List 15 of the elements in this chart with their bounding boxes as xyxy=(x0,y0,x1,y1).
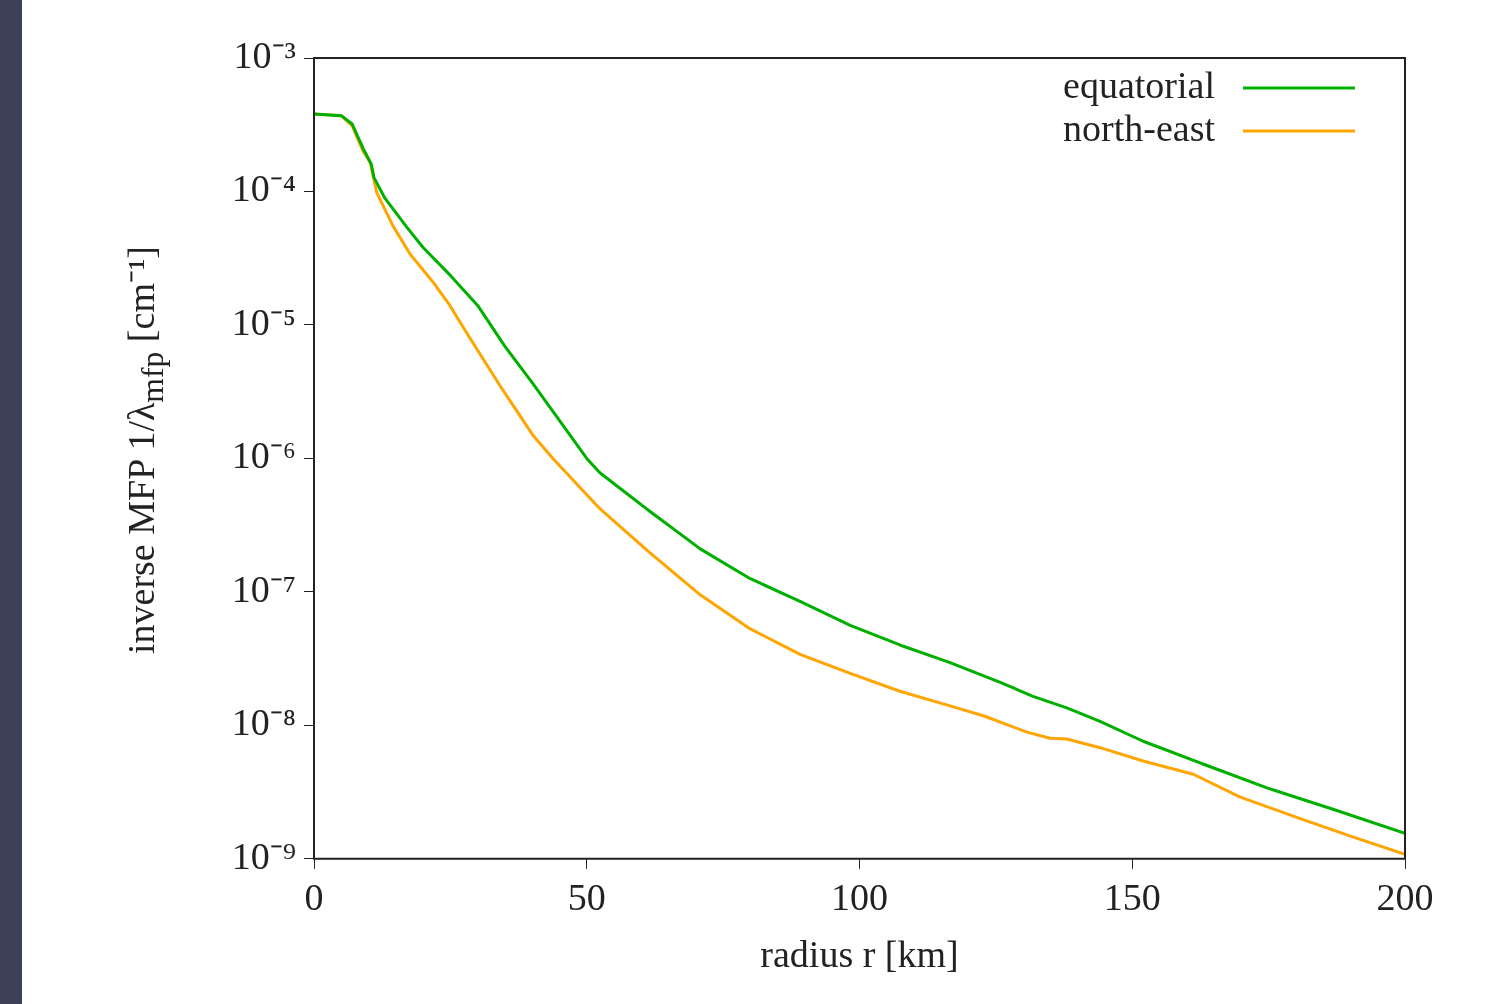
legend-label: equatorial xyxy=(1063,63,1215,106)
x-axis-title: radius r [km] xyxy=(760,933,959,976)
x-tick-label: 150 xyxy=(1103,875,1161,918)
y-tick-label: 10⁻⁷ xyxy=(231,567,296,610)
y-tick-label: 10⁻⁴ xyxy=(231,167,296,210)
x-tick-label: 200 xyxy=(1376,875,1434,918)
y-tick-label: 10⁻⁹ xyxy=(231,834,296,877)
x-tick-label: 0 xyxy=(304,875,324,918)
y-tick-label: 10⁻⁶ xyxy=(231,434,296,477)
legend-label: north-east xyxy=(1063,106,1216,149)
x-tick-label: 100 xyxy=(831,875,888,918)
y-tick-label: 10⁻⁵ xyxy=(231,300,296,343)
y-tick-label: 10⁻³ xyxy=(233,33,296,76)
x-tick-label: 50 xyxy=(567,875,606,918)
y-tick-label: 10⁻⁸ xyxy=(231,701,296,744)
